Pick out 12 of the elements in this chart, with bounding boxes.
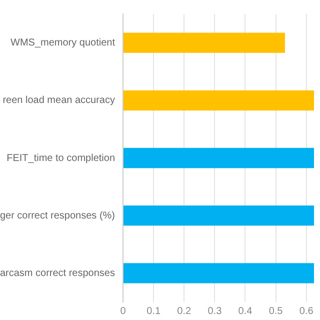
x-tick-label: 0.3 — [208, 306, 222, 317]
x-tick-label: 0.6 — [299, 306, 314, 317]
y-tick-label: reen load mean accuracy — [2, 95, 115, 106]
y-tick-label: arcasm correct responses — [0, 268, 115, 279]
x-tick-label: 0 — [120, 306, 126, 317]
x-tick-label: 0.1 — [146, 306, 161, 317]
x-tick-label: 0.2 — [177, 306, 192, 317]
x-tick-label: 0.5 — [268, 306, 284, 317]
x-tick-label: 0.4 — [238, 306, 253, 317]
y-tick-label: ger correct responses (%) — [0, 210, 115, 222]
y-tick-label: WMS_memory quotient — [10, 38, 116, 49]
y-tick-label: FEIT_time to completion — [6, 152, 115, 164]
